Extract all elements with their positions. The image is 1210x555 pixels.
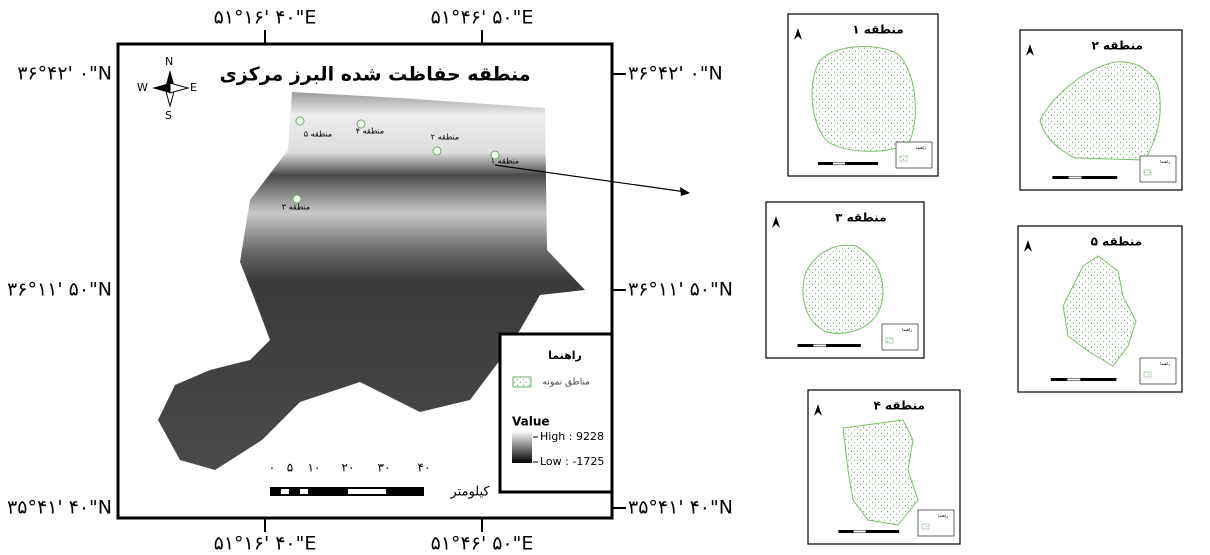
legend-low: Low : -1725 xyxy=(540,455,604,468)
inset-scale xyxy=(797,344,861,347)
north-arrow xyxy=(1026,44,1034,56)
site-label: منطقه ۴ xyxy=(356,127,384,136)
compass-s: S xyxy=(165,109,172,122)
north-arrow xyxy=(1024,240,1032,252)
inset-title: منطقه ۴ xyxy=(873,399,924,413)
inset-title: منطقه ۳ xyxy=(835,211,886,225)
compass-w: W xyxy=(137,81,148,94)
coord-label: ۳۶°۱۱' ۵۰"N xyxy=(7,279,112,301)
inset-legend-swatch xyxy=(921,523,930,530)
site-marker xyxy=(490,150,500,160)
north-arrow xyxy=(814,404,822,416)
scale-tick: ۲۰ xyxy=(342,461,355,475)
inset-legend-title: راهنما xyxy=(916,145,926,150)
inset: منطقه ۵ راهنما xyxy=(1017,225,1183,393)
legend-sample-areas: مناطق نمونه xyxy=(543,378,591,388)
north-arrow xyxy=(772,216,780,228)
legend-high: High : 9228 xyxy=(540,430,604,443)
coord-label: ۳۶°۴۲' ۰"N xyxy=(17,63,112,85)
inset-title: منطقه ۵ xyxy=(1091,235,1142,249)
inset-legend-title: راهنما xyxy=(1160,361,1170,366)
inset-scale xyxy=(1052,176,1118,179)
inset-legend-title: راهنما xyxy=(902,327,912,332)
compass-n: N xyxy=(165,55,173,68)
coord-label: ۵۱°۴۶' ۵۰"E xyxy=(431,533,534,555)
inset: منطقه ۲ راهنما xyxy=(1019,29,1183,191)
inset-area xyxy=(842,419,919,526)
coord-label: ۳۵°۴۱' ۴۰"N xyxy=(7,497,112,519)
coord-label: ۳۶°۴۲' ۰"N xyxy=(628,63,723,85)
legend-swatch xyxy=(512,376,532,388)
inset-scale-gap xyxy=(1068,176,1082,179)
inset: منطقه ۱ راهنما xyxy=(787,13,939,177)
scale-tick: ۳۰ xyxy=(378,461,391,475)
arrow xyxy=(494,164,687,193)
inset-legend xyxy=(1139,357,1177,385)
legend-title: راهنما xyxy=(548,349,582,362)
site-marker xyxy=(432,146,442,156)
legend-box xyxy=(498,332,614,494)
coord-label: ۵۱°۴۶' ۵۰"E xyxy=(431,7,534,29)
coord-label: ۳۵°۴۱' ۴۰"N xyxy=(628,497,733,519)
inset-legend-title: راهنما xyxy=(1160,159,1170,164)
inset-area xyxy=(802,244,884,334)
compass-e: E xyxy=(190,81,197,94)
compass: N S E W xyxy=(137,55,197,122)
site-marker xyxy=(292,194,302,204)
scale-unit: کیلومتر xyxy=(449,485,490,500)
inset-scale-gap xyxy=(833,162,845,165)
legend-value: Value xyxy=(512,415,550,429)
inset: منطقه ۳ راهنما xyxy=(765,201,925,359)
inset-legend xyxy=(895,141,933,169)
site-label: منطقه ۱ xyxy=(491,157,519,166)
inset-legend-swatch xyxy=(1143,371,1152,378)
inset-legend xyxy=(917,509,955,537)
inset-legend xyxy=(1139,155,1177,183)
coord-label: ۵۱°۱۶' ۴۰"E xyxy=(214,7,317,29)
inset: منطقه ۴ راهنما xyxy=(807,389,961,545)
inset-title: منطقه ۲ xyxy=(1091,39,1142,53)
inset-legend xyxy=(881,323,919,351)
inset-area xyxy=(1062,255,1137,367)
site-marker xyxy=(356,119,366,129)
inset-area xyxy=(1039,61,1161,161)
inset-legend-swatch xyxy=(885,337,894,344)
inset-area xyxy=(811,46,916,152)
inset-title: منطقه ۱ xyxy=(852,23,903,37)
terrain xyxy=(158,92,585,470)
site-label: منطقه ۳ xyxy=(282,203,310,212)
scale-tick: ۴۰ xyxy=(418,461,431,475)
north-arrow xyxy=(794,28,802,40)
map-title: منطقه حفاظت شده البرز مرکزی xyxy=(219,64,530,86)
inset-legend-title: راهنما xyxy=(938,513,948,518)
scale-bar xyxy=(270,487,424,496)
inset-scale-gap xyxy=(1067,378,1081,381)
scale-tick: ۵ xyxy=(287,461,293,475)
inset-legend-swatch xyxy=(899,155,908,162)
scale-tick: ۱۰ xyxy=(308,461,321,475)
site-marker xyxy=(295,116,305,126)
inset-legend-swatch xyxy=(1143,169,1152,176)
inset-scale xyxy=(818,162,878,165)
coord-label: ۳۶°۱۱' ۵۰"N xyxy=(628,279,733,301)
inset-scale xyxy=(838,530,900,533)
inset-scale-gap xyxy=(813,344,827,347)
site-label: منطقه ۵ xyxy=(304,130,332,139)
arrow-head xyxy=(680,187,690,196)
legend-ramp xyxy=(512,431,532,463)
coord-label: ۵۱°۱۶' ۴۰"E xyxy=(214,533,317,555)
inset-scale xyxy=(1050,378,1117,381)
inset-scale-gap xyxy=(853,530,866,533)
scale-tick: ۰ xyxy=(269,461,275,475)
site-label: منطقه ۲ xyxy=(431,133,459,142)
